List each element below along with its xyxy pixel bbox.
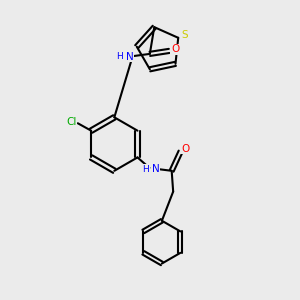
Text: O: O: [171, 44, 179, 54]
Text: O: O: [181, 143, 189, 154]
Text: N: N: [152, 164, 160, 174]
Text: H: H: [142, 165, 149, 174]
Text: N: N: [126, 52, 134, 62]
Text: S: S: [182, 30, 188, 40]
Text: Cl: Cl: [66, 117, 76, 127]
Text: H: H: [116, 52, 123, 62]
